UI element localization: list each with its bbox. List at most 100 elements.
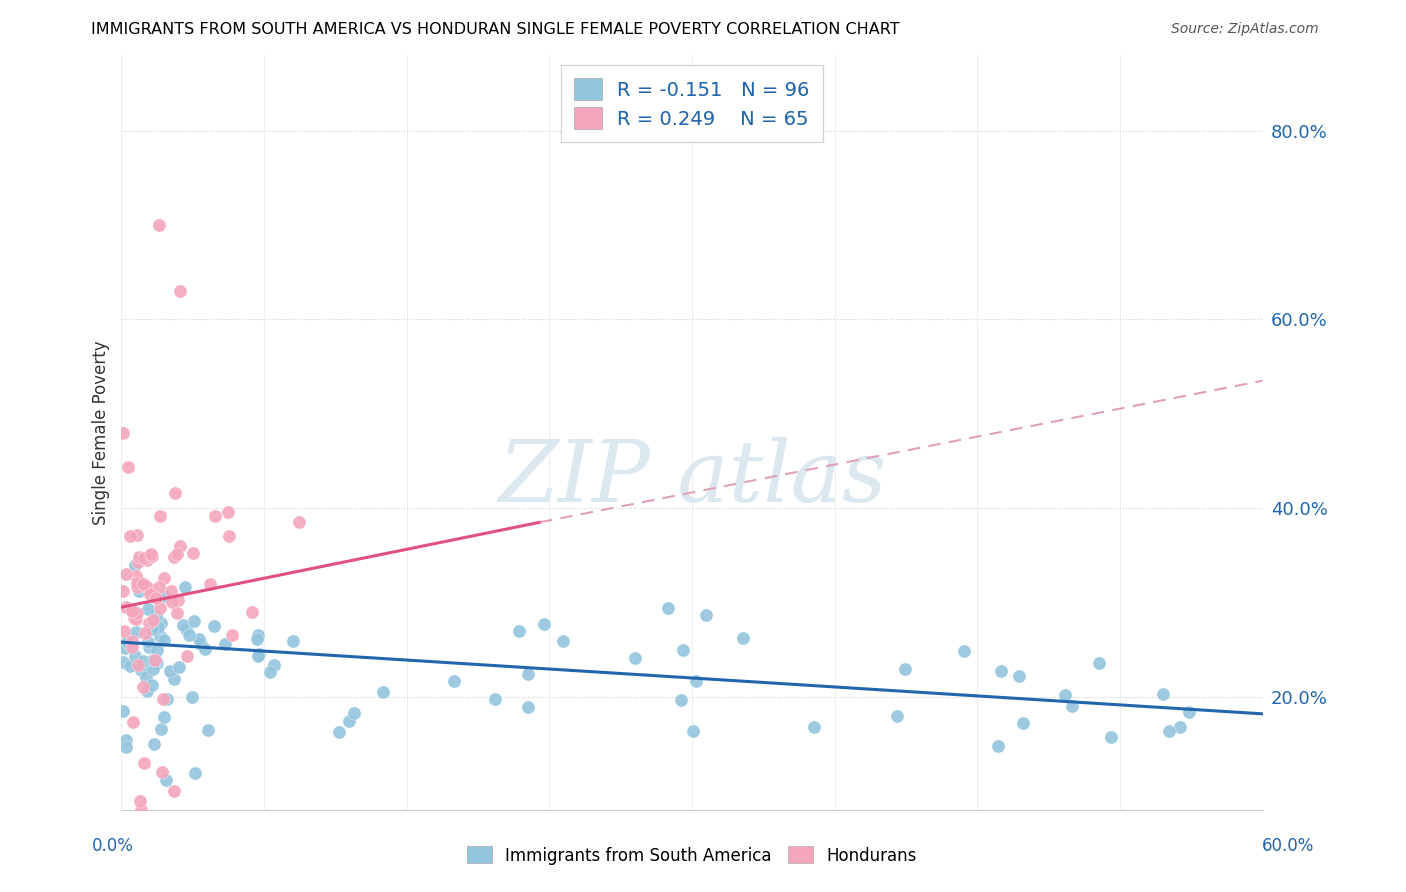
- Point: [247, 648, 270, 662]
- Point: [136, 552, 159, 566]
- Point: [139, 587, 162, 601]
- Point: [894, 662, 917, 676]
- Text: IMMIGRANTS FROM SOUTH AMERICA VS HONDURAN SINGLE FEMALE POVERTY CORRELATION CHAR: IMMIGRANTS FROM SOUTH AMERICA VS HONDURA…: [91, 22, 900, 37]
- Point: [129, 794, 152, 808]
- Point: [373, 685, 395, 699]
- Point: [443, 674, 465, 689]
- Point: [134, 626, 156, 640]
- Point: [657, 600, 679, 615]
- Point: [214, 637, 236, 651]
- Point: [181, 690, 204, 704]
- Point: [127, 607, 149, 621]
- Point: [148, 218, 170, 232]
- Point: [139, 547, 162, 561]
- Point: [138, 640, 160, 654]
- Point: [156, 692, 179, 706]
- Point: [122, 611, 145, 625]
- Point: [886, 708, 908, 723]
- Point: [112, 584, 135, 599]
- Point: [1012, 715, 1035, 730]
- Point: [287, 515, 309, 529]
- Point: [152, 692, 174, 706]
- Point: [149, 616, 172, 631]
- Point: [163, 672, 186, 686]
- Point: [165, 486, 187, 500]
- Point: [1060, 699, 1083, 714]
- Point: [337, 714, 360, 729]
- Point: [146, 657, 169, 671]
- Point: [202, 618, 225, 632]
- Point: [142, 662, 165, 676]
- Point: [484, 691, 506, 706]
- Legend: R = -0.151   N = 96, R = 0.249    N = 65: R = -0.151 N = 96, R = 0.249 N = 65: [561, 65, 823, 142]
- Point: [149, 629, 172, 643]
- Point: [1008, 669, 1031, 683]
- Point: [669, 693, 692, 707]
- Point: [125, 576, 148, 591]
- Text: ZIP atlas: ZIP atlas: [498, 436, 886, 519]
- Point: [169, 284, 191, 298]
- Point: [160, 583, 183, 598]
- Point: [672, 643, 695, 657]
- Point: [166, 593, 188, 607]
- Point: [1168, 720, 1191, 734]
- Point: [122, 715, 145, 730]
- Point: [129, 803, 152, 817]
- Point: [153, 571, 176, 585]
- Point: [184, 766, 207, 780]
- Point: [136, 634, 159, 648]
- Point: [132, 756, 155, 770]
- Point: [733, 632, 755, 646]
- Point: [114, 567, 136, 582]
- Point: [516, 666, 538, 681]
- Point: [281, 633, 304, 648]
- Point: [132, 680, 155, 694]
- Point: [148, 620, 170, 634]
- Point: [263, 658, 285, 673]
- Point: [125, 580, 148, 594]
- Point: [217, 505, 239, 519]
- Point: [114, 740, 136, 755]
- Point: [114, 640, 136, 655]
- Point: [242, 605, 264, 619]
- Point: [121, 633, 143, 648]
- Point: [121, 604, 143, 618]
- Point: [145, 653, 167, 667]
- Point: [1152, 687, 1174, 701]
- Point: [221, 627, 243, 641]
- Point: [533, 617, 555, 632]
- Point: [112, 704, 135, 718]
- Text: 0.0%: 0.0%: [91, 837, 134, 855]
- Point: [167, 659, 190, 673]
- Point: [163, 784, 186, 798]
- Point: [987, 739, 1010, 753]
- Point: [149, 508, 172, 523]
- Point: [1088, 657, 1111, 671]
- Point: [124, 558, 146, 572]
- Point: [194, 641, 217, 656]
- Point: [153, 710, 176, 724]
- Point: [135, 670, 157, 684]
- Text: 60.0%: 60.0%: [1263, 837, 1315, 855]
- Point: [204, 508, 226, 523]
- Point: [127, 555, 149, 569]
- Point: [682, 723, 704, 738]
- Point: [343, 706, 366, 721]
- Point: [127, 658, 149, 673]
- Point: [695, 607, 717, 622]
- Point: [176, 622, 198, 636]
- Point: [990, 665, 1012, 679]
- Text: Source: ZipAtlas.com: Source: ZipAtlas.com: [1171, 22, 1319, 37]
- Point: [163, 549, 186, 564]
- Point: [1159, 723, 1181, 738]
- Point: [803, 720, 825, 734]
- Point: [112, 655, 135, 669]
- Point: [128, 550, 150, 565]
- Point: [259, 665, 281, 679]
- Point: [155, 773, 177, 788]
- Point: [508, 624, 530, 639]
- Point: [148, 580, 170, 594]
- Point: [150, 765, 173, 780]
- Point: [953, 644, 976, 658]
- Point: [152, 632, 174, 647]
